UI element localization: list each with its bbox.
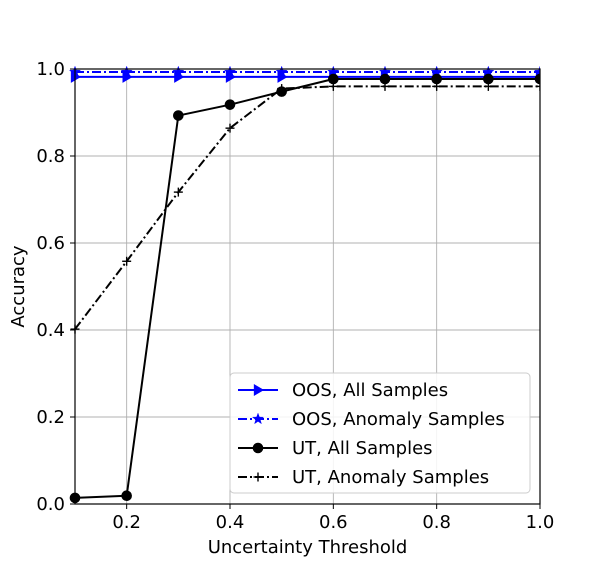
y-tick-label: 0.2 (36, 407, 65, 428)
series-2 (68, 65, 540, 78)
data-point (380, 81, 390, 91)
legend-label: OOS, All Samples (292, 380, 448, 401)
x-tick-label: 0.2 (112, 512, 141, 533)
series-4 (70, 81, 540, 334)
series-line (74, 85, 540, 330)
data-point (535, 81, 540, 91)
y-tick-label: 0.0 (36, 494, 65, 515)
legend-label: UT, Anomaly Samples (292, 467, 489, 488)
data-point (253, 383, 265, 397)
x-tick-label: 1.0 (526, 512, 555, 533)
plot-area (68, 65, 540, 504)
data-point (121, 490, 132, 502)
y-tick-label: 0.8 (36, 146, 65, 167)
data-point (225, 123, 235, 133)
data-point (534, 73, 540, 85)
legend-label: OOS, Anomaly Samples (292, 409, 505, 430)
data-point (251, 412, 265, 425)
data-point (483, 81, 493, 91)
data-point (432, 81, 442, 91)
legend-box (229, 372, 531, 494)
legend-entry: UT, Anomaly Samples (238, 467, 489, 488)
data-point (253, 472, 263, 482)
data-point (224, 99, 236, 110)
legend-label: UT, All Samples (292, 438, 433, 459)
legend: OOS, All Samples OOS, Anomaly Samples UT, … (229, 372, 531, 494)
data-point (328, 81, 338, 91)
legend-entry: OOS, All Samples (238, 380, 448, 401)
axes-ticks: 0.2 0.4 0.6 0.8 1.0 0.0 0.2 0.4 0.6 0.8 1.0 (36, 59, 554, 533)
series-line (74, 78, 540, 499)
data-point (173, 187, 183, 197)
y-tick-label: 1.0 (36, 59, 65, 80)
data-point (223, 65, 237, 78)
data-point (122, 256, 132, 266)
plot-frame (74, 68, 541, 505)
data-point (275, 65, 288, 78)
x-tick-label: 0.4 (216, 512, 245, 533)
data-point (277, 84, 287, 94)
y-tick-label: 0.6 (36, 233, 65, 254)
y-axis-label: Accuracy (8, 245, 29, 328)
data-point (172, 65, 185, 78)
legend-entry: UT, All Samples (238, 438, 433, 459)
x-axis-label: Uncertainty Threshold (208, 537, 408, 558)
x-tick-label: 0.8 (422, 512, 451, 533)
x-tick-label: 0.6 (319, 512, 348, 533)
data-point (252, 442, 264, 454)
data-point (120, 65, 133, 78)
data-point (173, 110, 184, 121)
y-tick-label: 0.4 (36, 320, 65, 341)
legend-entry: OOS, Anomaly Samples (238, 409, 505, 430)
